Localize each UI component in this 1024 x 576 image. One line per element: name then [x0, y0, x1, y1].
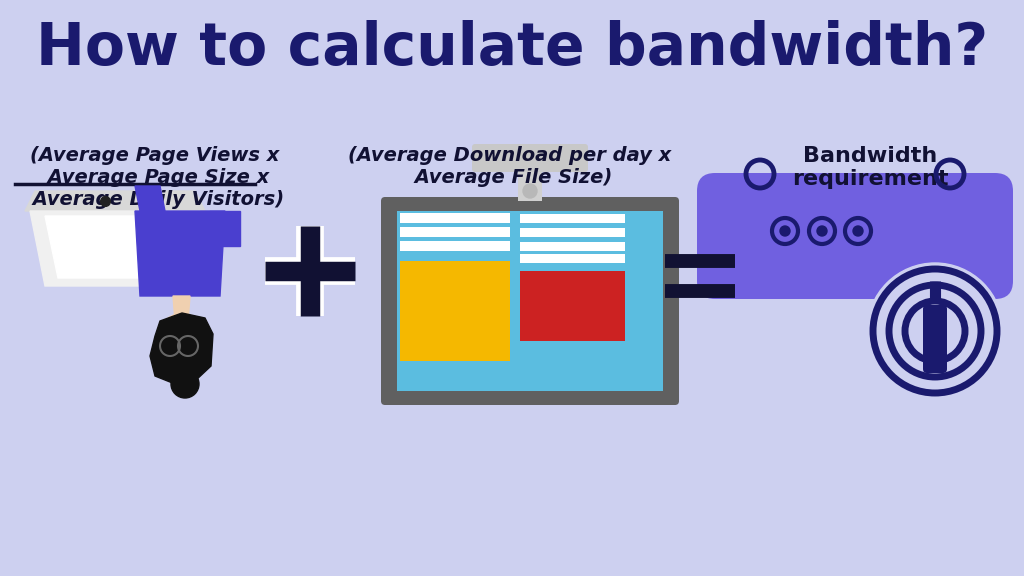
FancyBboxPatch shape: [472, 144, 588, 172]
Bar: [520, 214, 625, 223]
FancyBboxPatch shape: [923, 305, 947, 373]
Bar: [400, 261, 510, 361]
Polygon shape: [135, 211, 225, 296]
Circle shape: [523, 184, 537, 198]
Circle shape: [867, 263, 1002, 399]
Circle shape: [853, 226, 863, 236]
Polygon shape: [205, 211, 240, 246]
Text: How to calculate bandwidth?: How to calculate bandwidth?: [36, 20, 988, 77]
Bar: [400, 227, 510, 237]
Bar: [400, 213, 510, 223]
Bar: [520, 242, 625, 251]
Circle shape: [171, 370, 199, 398]
Polygon shape: [173, 296, 190, 321]
Bar: [518, 166, 542, 201]
FancyBboxPatch shape: [697, 173, 1013, 299]
Polygon shape: [45, 216, 190, 278]
Circle shape: [780, 226, 790, 236]
Polygon shape: [30, 211, 200, 286]
Circle shape: [817, 226, 827, 236]
Text: Bandwidth
requirement: Bandwidth requirement: [792, 146, 948, 189]
Polygon shape: [150, 313, 213, 384]
Bar: [520, 271, 625, 341]
Text: (Average Page Views x
 Average Page Size x
 Average Daily Visitors): (Average Page Views x Average Page Size …: [26, 146, 284, 209]
Bar: [400, 241, 510, 251]
Ellipse shape: [155, 313, 210, 378]
FancyBboxPatch shape: [381, 197, 679, 405]
Bar: [520, 254, 625, 263]
Bar: [520, 228, 625, 237]
Text: (Average Download per day x
 Average File Size): (Average Download per day x Average File…: [348, 146, 672, 187]
Bar: [397, 211, 663, 391]
Polygon shape: [25, 191, 205, 211]
Polygon shape: [135, 186, 165, 211]
